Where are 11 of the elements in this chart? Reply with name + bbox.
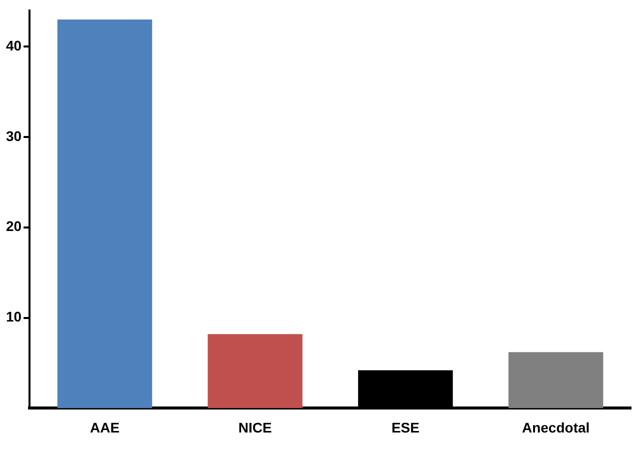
bar	[208, 334, 302, 408]
y-tick-label: 40	[6, 37, 22, 54]
bar	[57, 19, 152, 408]
bar	[508, 352, 604, 408]
x-tick-label: NICE	[238, 419, 272, 436]
y-tick-label: 20	[6, 218, 22, 234]
x-tick-label: ESE	[391, 419, 420, 436]
y-tick-label: 30	[6, 128, 22, 144]
x-tick-label: Anecdotal	[522, 419, 590, 436]
y-tick-label: 10	[6, 308, 22, 325]
x-tick-label: AAE	[90, 419, 120, 436]
